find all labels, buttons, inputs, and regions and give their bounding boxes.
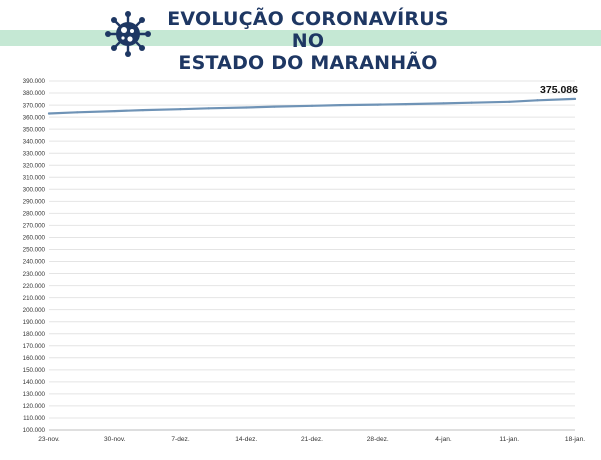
- data-point: [470, 101, 473, 104]
- y-tick-label: 260.000: [23, 235, 46, 242]
- y-tick-label: 100.000: [23, 427, 46, 434]
- data-point: [179, 108, 182, 111]
- y-tick-label: 290.000: [23, 199, 46, 206]
- y-tick-label: 170.000: [23, 343, 46, 350]
- x-tick-label: 4-jan.: [435, 436, 452, 443]
- data-point: [442, 102, 445, 105]
- data-point: [310, 104, 314, 107]
- title-line-2: ESTADO DO MARANHÃO: [178, 52, 438, 74]
- x-tick-label: 23-nov.: [38, 436, 60, 443]
- x-tick-label: 21-dez.: [301, 436, 323, 443]
- y-tick-label: 310.000: [23, 174, 46, 181]
- y-tick-label: 380.000: [23, 90, 46, 97]
- data-point: [573, 97, 577, 101]
- data-point: [207, 107, 210, 110]
- data-label: 375.086: [540, 84, 578, 96]
- y-tick-label: 220.000: [23, 283, 46, 290]
- y-tick-label: 370.000: [23, 102, 46, 109]
- x-tick-label: 11-jan.: [499, 436, 519, 443]
- header: EVOLUÇÃO CORONAVÍRUS NO ESTADO DO MARANH…: [0, 0, 601, 74]
- page-title: EVOLUÇÃO CORONAVÍRUS NO ESTADO DO MARANH…: [148, 8, 468, 74]
- data-point: [113, 109, 116, 113]
- data-point: [508, 100, 511, 103]
- annotations: 375.086: [540, 84, 578, 96]
- virus-icon: [105, 11, 151, 57]
- y-tick-label: 110.000: [23, 415, 45, 422]
- y-tick-label: 180.000: [23, 331, 46, 338]
- y-tick-label: 190.000: [23, 319, 46, 326]
- data-point: [141, 109, 145, 112]
- title-line-1: EVOLUÇÃO CORONAVÍRUS NO: [167, 8, 449, 52]
- y-tick-label: 330.000: [23, 150, 46, 157]
- y-tick-label: 130.000: [23, 391, 46, 398]
- y-tick-label: 250.000: [23, 247, 46, 254]
- data-point: [245, 106, 248, 109]
- y-tick-label: 210.000: [23, 295, 46, 302]
- data-point: [404, 103, 408, 106]
- y-tick-label: 360.000: [23, 114, 46, 121]
- y-tick-label: 120.000: [23, 403, 46, 410]
- y-tick-label: 390.000: [23, 78, 46, 85]
- y-tick-label: 350.000: [23, 126, 46, 133]
- y-tick-label: 200.000: [23, 307, 46, 314]
- x-tick-label: 28-dez.: [367, 436, 389, 443]
- data-point: [76, 111, 79, 114]
- line-chart: 390.000 380.000 370.000 360.000 350.000 340.0…: [23, 78, 586, 443]
- x-tick-label: 7-dez.: [171, 436, 189, 443]
- data-point: [536, 99, 539, 102]
- x-tick-label: 30-nov.: [104, 436, 126, 443]
- data-point: [47, 112, 51, 115]
- y-tick-label: 280.000: [23, 211, 46, 218]
- y-tick-label: 150.000: [23, 367, 46, 374]
- data-point: [376, 103, 379, 106]
- x-tick-label: 14-dez.: [235, 436, 257, 443]
- y-tick-label: 160.000: [23, 355, 46, 362]
- chart-panel: 390.000 380.000 370.000 360.000 350.000 340.0…: [11, 69, 589, 452]
- gridlines: [49, 80, 575, 431]
- y-tick-label: 320.000: [23, 162, 46, 169]
- x-tick-label: 18-jan.: [565, 436, 585, 443]
- y-tick-label: 230.000: [23, 271, 46, 278]
- y-tick-label: 270.000: [23, 223, 46, 230]
- x-axis-ticks: 23-nov. 30-nov. 7-dez. 14-dez. 21-dez. 28-dez…: [38, 436, 585, 443]
- y-tick-label: 300.000: [23, 187, 46, 194]
- data-point: [339, 103, 342, 107]
- y-tick-label: 340.000: [23, 138, 46, 145]
- y-tick-label: 240.000: [23, 259, 46, 266]
- data-point: [273, 105, 276, 108]
- series-group: [47, 97, 577, 115]
- y-tick-label: 140.000: [23, 379, 46, 386]
- y-axis-ticks: 390.000 380.000 370.000 360.000 350.000 340.0…: [23, 78, 46, 434]
